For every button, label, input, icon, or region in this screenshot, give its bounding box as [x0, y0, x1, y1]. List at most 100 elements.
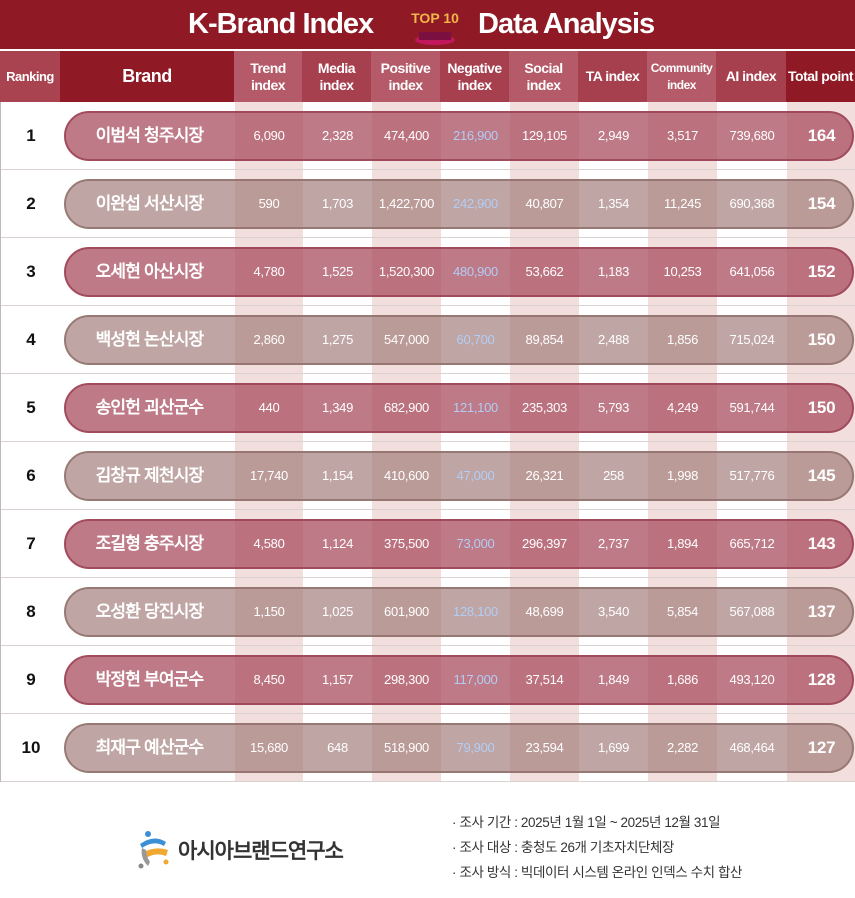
negative-cell: 216,900 — [453, 128, 498, 143]
positive-cell: 1,520,300 — [378, 264, 435, 279]
rank-cell: 8 — [26, 602, 36, 621]
top10-badge-text: TOP 10 — [411, 10, 459, 26]
community-cell: 5,854 — [666, 604, 699, 619]
header-media: Media index — [302, 51, 371, 102]
media-cell: 1,154 — [321, 468, 354, 483]
ai-cell: 715,024 — [729, 332, 775, 347]
total-cell: 150 — [807, 398, 836, 417]
total-cell: 127 — [807, 738, 836, 757]
positive-cell: 547,000 — [384, 332, 429, 347]
media-cell: 1,349 — [321, 400, 354, 415]
rank-cell: 10 — [21, 738, 41, 757]
media-cell: 648 — [327, 740, 348, 755]
title-bar: K-Brand Index TOP 10 Data Analysis — [0, 0, 855, 49]
brand-cell: 백성현 논산시장 — [95, 330, 205, 349]
negative-cell: 73,000 — [456, 536, 495, 551]
social-cell: 40,807 — [525, 196, 564, 211]
logo-text: 아시아브랜드연구소 — [178, 840, 344, 863]
brand-cell: 박정현 부여군수 — [95, 670, 205, 689]
community-cell: 4,249 — [666, 400, 699, 415]
table-row: 10 최재구 예산군수 15,680 648 518,900 79,900 23,594 1,… — [1, 714, 855, 782]
row-pill — [64, 655, 854, 705]
media-cell: 1,703 — [321, 196, 354, 211]
media-cell: 1,025 — [321, 604, 354, 619]
table-row: 8 오성환 당진시장 1,150 1,025 601,900 128,100 48,699 3… — [1, 578, 855, 646]
ta-cell: 1,699 — [597, 740, 630, 755]
positive-cell: 518,900 — [384, 740, 429, 755]
header-trend: Trend index — [234, 51, 302, 102]
rank-cell: 6 — [26, 466, 36, 485]
social-cell: 53,662 — [525, 264, 564, 279]
header-ai: AI index — [716, 51, 786, 102]
table-row: 3 오세현 아산시장 4,780 1,525 1,520,300 480,900 53,66… — [1, 238, 855, 306]
total-cell: 143 — [807, 534, 836, 553]
social-cell: 37,514 — [525, 672, 564, 687]
media-cell: 2,328 — [321, 128, 354, 143]
total-cell: 164 — [807, 126, 836, 145]
negative-cell: 121,100 — [453, 400, 498, 415]
ai-cell: 567,088 — [729, 604, 775, 619]
social-cell: 26,321 — [525, 468, 564, 483]
brand-cell: 이완섭 서산시장 — [95, 194, 205, 213]
table-header: Ranking Brand Trend index Media index Po… — [0, 51, 855, 102]
rank-cell: 5 — [26, 398, 36, 417]
rank-cell: 7 — [26, 534, 36, 553]
positive-cell: 601,900 — [384, 604, 429, 619]
rank-cell: 1 — [26, 126, 36, 145]
row-pill — [64, 111, 854, 161]
rank-cell: 3 — [26, 262, 36, 281]
total-cell: 137 — [807, 602, 836, 621]
social-cell: 48,699 — [525, 604, 564, 619]
top10-badge-icon — [415, 32, 455, 45]
positive-cell: 298,300 — [384, 672, 429, 687]
community-cell: 3,517 — [666, 128, 699, 143]
brand-cell: 최재구 예산군수 — [95, 738, 205, 757]
negative-cell: 47,000 — [456, 468, 495, 483]
note-target: · 조사 대상 : 충청도 26개 기초자치단체장 — [452, 840, 675, 855]
row-pill — [64, 723, 854, 773]
total-cell: 128 — [807, 670, 836, 689]
logo: 아시아브랜드연구소 — [136, 830, 344, 870]
total-cell: 152 — [807, 262, 836, 281]
ai-cell: 665,712 — [729, 536, 775, 551]
rank-cell: 2 — [26, 194, 36, 213]
trend-cell: 6,090 — [253, 128, 285, 143]
media-cell: 1,124 — [321, 536, 354, 551]
note-period: · 조사 기간 : 2025년 1월 1일 ~ 2025년 12월 31일 — [452, 815, 721, 830]
rank-cell: 4 — [26, 330, 36, 349]
community-cell: 1,894 — [666, 536, 699, 551]
ai-cell: 739,680 — [729, 128, 775, 143]
brand-cell: 오세현 아산시장 — [95, 262, 205, 281]
header-ranking: Ranking — [0, 51, 60, 102]
brand-cell: 조길형 충주시장 — [95, 534, 205, 553]
title-right: Data Analysis — [478, 8, 655, 40]
social-cell: 89,854 — [525, 332, 564, 347]
positive-cell: 474,400 — [384, 128, 429, 143]
row-pill — [64, 587, 854, 637]
trend-cell: 15,680 — [250, 740, 288, 755]
table-row: 7 조길형 충주시장 4,580 1,124 375,500 73,000 296,397 2… — [1, 510, 855, 578]
ta-cell: 5,793 — [597, 400, 630, 415]
positive-cell: 1,422,700 — [378, 196, 435, 211]
row-pill — [64, 519, 854, 569]
community-cell: 1,998 — [666, 468, 699, 483]
trend-cell: 4,780 — [253, 264, 285, 279]
brand-cell: 이범석 청주시장 — [95, 126, 205, 145]
ta-cell: 2,737 — [597, 536, 630, 551]
header-ta: TA index — [578, 51, 647, 102]
trend-cell: 17,740 — [250, 468, 288, 483]
note-method: · 조사 방식 : 빅데이터 시스템 온라인 인덱스 수치 합산 — [452, 865, 743, 880]
ai-cell: 517,776 — [729, 468, 775, 483]
community-cell: 10,253 — [663, 264, 702, 279]
social-cell: 296,397 — [522, 536, 567, 551]
total-cell: 145 — [807, 466, 836, 485]
community-cell: 11,245 — [664, 196, 701, 211]
negative-cell: 242,900 — [453, 196, 498, 211]
header-social: Social index — [509, 51, 578, 102]
social-cell: 23,594 — [525, 740, 564, 755]
ta-cell: 3,540 — [597, 604, 630, 619]
ai-cell: 468,464 — [729, 740, 775, 755]
row-pill — [64, 179, 854, 229]
positive-cell: 375,500 — [384, 536, 429, 551]
trend-cell: 590 — [258, 196, 280, 211]
